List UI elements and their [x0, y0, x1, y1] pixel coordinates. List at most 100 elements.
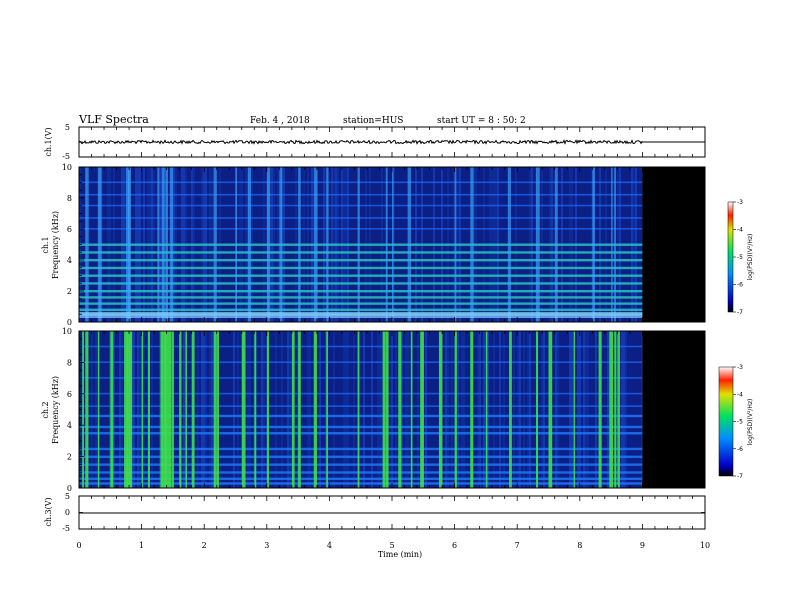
spectrogram-noise-column: [577, 331, 579, 488]
burst-column: [485, 331, 488, 488]
burst-column: [169, 167, 174, 322]
date-label: Feb. 4 , 2018: [250, 116, 310, 126]
spectrogram-noise-column: [393, 331, 395, 488]
spectrogram-noise-column: [493, 331, 495, 488]
colorbar-tick-label: -6: [737, 282, 743, 289]
burst-column: [157, 167, 160, 322]
spectrogram-noise-column: [333, 331, 335, 488]
spectrogram-noise-column: [295, 331, 297, 488]
colorbar-tick-label: -4: [737, 227, 743, 234]
spectrogram-noise-column: [433, 331, 435, 488]
burst-column: [179, 331, 182, 488]
spectrogram-noise-column: [109, 331, 111, 488]
spectrogram-noise-column: [343, 331, 345, 488]
colorbar-tick-label: -4: [737, 391, 743, 398]
spectrogram-noise-column: [507, 331, 509, 488]
spectrogram-noise-column: [181, 331, 183, 488]
burst-column: [598, 331, 602, 488]
x-tick-labels: 0 1 2 3 4 5 6 7 8 9 10: [76, 541, 710, 550]
spectrogram-noise-column: [105, 331, 107, 488]
frequency-band: [79, 345, 643, 348]
spectrogram-noise-column: [235, 331, 237, 488]
burst-column: [438, 331, 443, 488]
spectrogram-noise-column: [515, 331, 517, 488]
burst-column: [213, 331, 217, 488]
spectrogram-noise-column: [91, 331, 93, 488]
spectrogram-noise-column: [155, 331, 157, 488]
colorbar-tick-label: -5: [737, 419, 743, 426]
spectrogram-noise-column: [521, 331, 523, 488]
frequency-band: [79, 482, 643, 485]
spectrogram-noise-column: [347, 331, 349, 488]
spectrogram-noise-column: [467, 331, 469, 488]
burst-column: [357, 167, 360, 322]
spectrogram-noise-column: [237, 331, 239, 488]
spectrogram-noise-column: [431, 331, 433, 488]
spectrogram-noise-column: [285, 331, 287, 488]
burst-column: [617, 331, 620, 488]
spectrogram-noise-column: [289, 331, 291, 488]
spectrogram-noise-column: [335, 331, 337, 488]
y-tick-label: 10: [62, 327, 72, 336]
spectrogram-noise-column: [631, 331, 633, 488]
y-tick-label: 0: [67, 318, 72, 327]
spectrogram-noise-column: [543, 331, 545, 488]
spectrogram-noise-column: [123, 331, 125, 488]
spectrogram-noise-column: [201, 331, 203, 488]
ch3-wave-ticks: [78, 495, 706, 530]
spectrogram-noise-column: [593, 331, 595, 488]
spectrogram-noise-column: [273, 331, 275, 488]
spectrogram-noise-column: [301, 331, 303, 488]
ch1-ytick-bottom: -5: [62, 152, 70, 161]
spectrogram-noise-column: [175, 331, 177, 488]
ch1-wave-ylabel: ch.1(V): [44, 127, 53, 156]
spectrogram-noise-column: [389, 331, 391, 488]
spectrogram-noise-column: [359, 331, 361, 488]
spectrogram-noise-column: [103, 331, 105, 488]
spectrogram-noise-column: [377, 331, 379, 488]
ch1-spec-ticks: [78, 166, 706, 323]
burst-column: [507, 167, 511, 322]
burst-column: [313, 167, 318, 322]
burst-column: [470, 331, 474, 488]
spectrogram-noise-column: [99, 331, 101, 488]
frequency-band: [79, 296, 643, 299]
spectrogram-noise-column: [137, 331, 139, 488]
burst-column: [298, 331, 301, 488]
spectrogram-noise-column: [613, 331, 615, 488]
colorbar-ch1-ticks: -3 -4 -5 -6 -7: [733, 199, 743, 316]
spectrogram-noise-column: [151, 331, 153, 488]
spectrogram-noise-column: [159, 331, 161, 488]
spectrogram-noise-column: [373, 331, 375, 488]
burst-column: [509, 331, 512, 488]
spectrogram-noise-column: [405, 331, 407, 488]
y-tick-label: 2: [67, 453, 72, 462]
spectrogram-noise-column: [319, 331, 321, 488]
spectrogram-noise-column: [157, 331, 159, 488]
y-tick-label: 6: [67, 390, 72, 399]
y-tick-label: 10: [62, 163, 72, 172]
spectrogram-noise-column: [627, 331, 629, 488]
spectrogram-noise-column: [563, 331, 565, 488]
spectrogram-noise-column: [523, 331, 525, 488]
frequency-band: [79, 274, 643, 277]
burst-column: [127, 167, 131, 322]
spectrogram-noise-column: [275, 331, 277, 488]
burst-column: [254, 331, 257, 488]
spectrogram-noise-column: [271, 331, 273, 488]
spectrogram-noise-column: [353, 331, 355, 488]
spectrogram-noise-column: [207, 331, 209, 488]
burst-column: [162, 331, 167, 488]
burst-column: [161, 167, 165, 322]
spectrogram-noise-column: [381, 331, 383, 488]
spectrogram-noise-column: [297, 331, 299, 488]
colorbar-tick-label: -6: [737, 446, 743, 453]
spectrogram-noise-column: [571, 331, 573, 488]
spectrogram-noise-column: [287, 331, 289, 488]
burst-column: [392, 167, 394, 322]
spectrogram-noise-column: [269, 331, 271, 488]
y-tick-label: 8: [67, 358, 72, 367]
spectrogram-noise-column: [481, 331, 483, 488]
spectrogram-noise-column: [409, 331, 411, 488]
colorbar-tick-label: -7: [737, 473, 743, 480]
